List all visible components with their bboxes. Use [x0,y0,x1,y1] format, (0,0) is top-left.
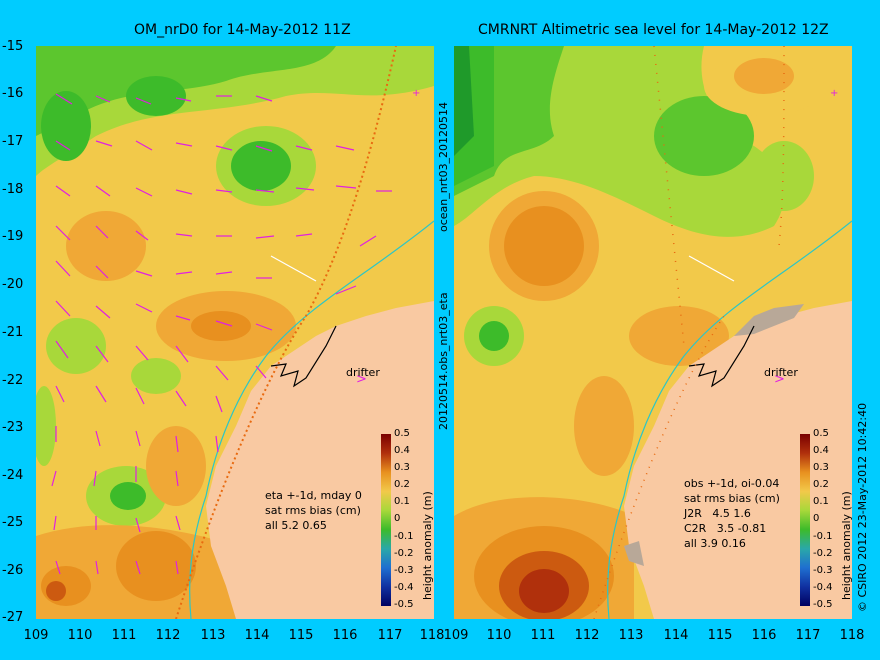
file-label-bottom: 20120514.obs_nrt03_eta [437,292,450,430]
y-tick: -24 [2,468,24,483]
colorbar-tick: -0.5 [813,599,833,610]
colorbar-tick: -0.2 [394,548,414,559]
x-tick: 118 [419,628,445,643]
colorbar-tick: 0 [813,513,820,524]
y-tick: -26 [2,563,24,578]
colorbar-tick: -0.3 [813,565,833,576]
x-tick: 117 [795,628,821,643]
x-tick: 110 [486,628,512,643]
colorbar-tick: 0.4 [394,445,410,456]
colorbar-tick: 0 [394,513,401,524]
right-stats-annotation: obs +-1d, oi-0.04 sat rms bias (cm) J2R … [684,477,780,550]
colorbar-tick: 0.2 [394,479,410,490]
x-tick: 110 [67,628,93,643]
x-tick: 113 [200,628,226,643]
x-tick: 112 [155,628,181,643]
colorbar-tick: 0.5 [813,428,829,439]
colorbar-tick: 0.1 [394,496,410,507]
svg-text:+: + [830,88,838,99]
y-tick: -23 [2,420,24,435]
y-tick: -25 [2,515,24,530]
colorbar-tick: 0.5 [394,428,410,439]
right-colorbar [800,434,810,606]
colorbar-tick: -0.1 [394,531,414,542]
x-tick: 111 [530,628,556,643]
file-label-top: ocean_nrt03_20120514 [437,101,450,232]
left-stats-annotation: eta +-1d, mday 0 sat rms bias (cm) all 5… [265,489,362,532]
svg-text:>: > [356,372,367,387]
colorbar-tick: 0.4 [813,445,829,456]
colorbar-tick: 0.2 [813,479,829,490]
x-tick: 117 [377,628,403,643]
x-tick: 116 [751,628,777,643]
colorbar-tick: -0.4 [813,582,833,593]
x-tick: 116 [332,628,358,643]
y-tick: -15 [2,39,24,54]
svg-text:>: > [774,372,785,387]
x-tick: 115 [288,628,314,643]
x-tick: 111 [111,628,137,643]
y-tick: -18 [2,182,24,197]
colorbar-tick: 0.1 [813,496,829,507]
colorbar-tick: 0.3 [394,462,410,473]
left-colorbar [381,434,391,606]
y-tick: -16 [2,86,24,101]
left-drifter-label: drifter [346,366,380,379]
velocity-vectors [51,93,392,575]
colorbar-tick: -0.1 [813,531,833,542]
x-tick: 114 [663,628,689,643]
y-tick: -22 [2,373,24,388]
left-map-svg: > + [36,46,434,619]
x-tick: 109 [23,628,49,643]
right-colorbar-label: height anomaly (m) [840,491,853,600]
colorbar-tick: -0.2 [813,548,833,559]
x-tick: 112 [574,628,600,643]
x-tick: 118 [839,628,865,643]
right-map-svg: > + [454,46,852,619]
right-map-panel: > + [454,46,852,619]
y-tick: -19 [2,229,24,244]
copyright-label: © CSIRO 2012 23-May-2012 10:42:40 [856,402,869,612]
colorbar-tick: -0.5 [394,599,414,610]
colorbar-tick: -0.3 [394,565,414,576]
y-tick: -21 [2,325,24,340]
x-tick: 113 [618,628,644,643]
x-tick: 109 [443,628,469,643]
y-tick: -17 [2,134,24,149]
right-map-title: CMRNRT Altimetric sea level for 14-May-2… [478,22,829,38]
colorbar-tick: -0.4 [394,582,414,593]
svg-text:+: + [412,88,420,99]
right-drifter-label: drifter [764,366,798,379]
left-map-title: OM_nrD0 for 14-May-2012 11Z [134,22,351,38]
left-colorbar-label: height anomaly (m) [421,491,434,600]
y-tick: -20 [2,277,24,292]
x-tick: 114 [244,628,270,643]
y-tick: -27 [2,610,24,625]
colorbar-tick: 0.3 [813,462,829,473]
left-map-panel: > + [36,46,434,619]
x-tick: 115 [707,628,733,643]
